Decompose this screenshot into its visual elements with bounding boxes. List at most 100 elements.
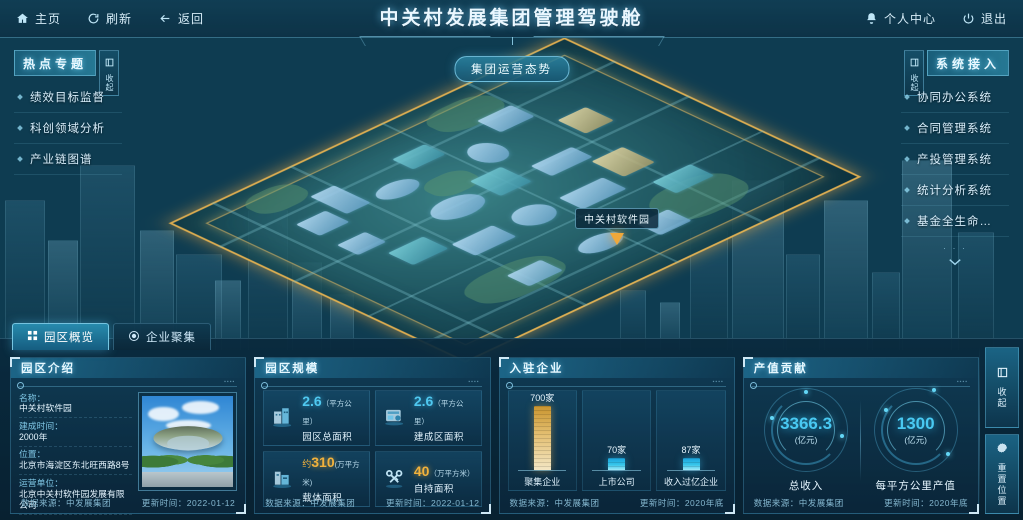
gauge-dot	[840, 434, 845, 438]
photo-cloud	[182, 401, 219, 415]
hot-topics-panel: 热点专题 收起 绩效目标监督 科创领域分析 产业链图谱	[14, 50, 122, 175]
metric-carrier-area-value: 310	[311, 454, 335, 470]
gauge-rings: 1300 (亿元)	[873, 388, 958, 472]
hot-topic-item-2[interactable]: 产业链图谱	[14, 144, 122, 175]
card-park-intro: 园区介绍 ▪▪▪▪ 名称： 中关村软件园 建成时间： 2000年	[10, 357, 247, 515]
bar-category-label-2: 收入过亿企业	[664, 477, 719, 487]
card-output-value-header: 产值贡献	[743, 358, 978, 378]
metric-built-area-text: 2.6（平方公里） 建成区面积	[414, 393, 475, 443]
tower-icon	[270, 466, 296, 492]
park-3d-map[interactable]: 中关村软件园	[120, 37, 910, 363]
hot-topics-title: 热点专题	[14, 50, 96, 76]
field-name-value: 中关村软件园	[19, 403, 72, 414]
bar-category-label-1: 上市公司	[598, 477, 635, 487]
park-scale-metrics: 2.6 （平方公里） 园区总面积	[263, 390, 482, 507]
grid-icon	[27, 330, 38, 344]
field-location-value: 北京市海淀区东北旺西路8号	[19, 460, 130, 471]
group-operation-status-button[interactable]: 集团运营态势	[454, 56, 569, 82]
nav-user-center-label: 个人中心	[883, 12, 936, 26]
panel-collapse-icon	[105, 54, 114, 72]
hot-topic-item-0[interactable]: 绩效目标监督	[14, 82, 122, 113]
gauge-ring-outer	[764, 388, 849, 472]
card-park-scale-title: 园区规模	[265, 363, 320, 375]
card-park-scale-header: 园区规模	[255, 358, 490, 378]
dashboard-side-buttons: 收起 重置位置	[979, 347, 1019, 514]
system-access-item-2[interactable]: 产投管理系统	[901, 144, 1009, 175]
dashboard-collapse-button[interactable]: 收起	[985, 347, 1019, 428]
bar-value-label-0: 700家	[530, 393, 555, 403]
target-icon	[128, 330, 140, 345]
bar-baseline-1	[592, 470, 641, 471]
output-gauges: 3366.3 (亿元) 总收入	[752, 388, 970, 493]
reset-position-button[interactable]: 重置位置	[985, 433, 1019, 514]
card-output-value-source: 数据来源：中发展集团	[753, 498, 844, 508]
hot-topic-item-1[interactable]: 科创领域分析	[14, 113, 122, 144]
card-park-intro-source: 数据来源：中发展集团	[21, 498, 112, 508]
nav-home-label: 主页	[35, 12, 62, 26]
nav-back-button[interactable]: 返回	[158, 10, 204, 27]
system-access-more[interactable]: · · ·	[901, 237, 1009, 271]
dashboard-collapse-label: 收起	[996, 387, 1007, 410]
metric-carrier-area[interactable]: 约310(万平方米) 载体面积	[263, 451, 370, 507]
panel-collapse-icon	[910, 54, 919, 72]
metric-built-area[interactable]: 2.6（平方公里） 建成区面积	[374, 390, 482, 446]
building-2	[80, 165, 135, 350]
system-access-panel: 收起 系统接入 协同办公系统 合同管理系统 产投管理系统 统计分析系统 基金全生…	[901, 50, 1009, 271]
nav-back-label: 返回	[178, 12, 205, 26]
card-enterprises-header: 入驻企业	[499, 358, 734, 378]
dashboard-panel: 园区概览 企业聚集 园区介绍 ▪▪▪▪ 名称：	[0, 323, 1023, 520]
bar-cell-1[interactable]: 70家 上市公司	[581, 390, 652, 491]
system-access-item-3[interactable]: 统计分析系统	[901, 175, 1009, 206]
building-8	[690, 230, 728, 350]
page-title-wrap: 中关村发展集团管理驾驶舱	[302, 0, 722, 45]
buildings-icon	[270, 405, 296, 431]
metric-total-area-value: 2.6	[302, 393, 322, 409]
blueprint-icon	[382, 405, 408, 431]
bar-cell-0[interactable]: 700家聚集企业	[507, 390, 577, 491]
gauge-total-revenue: 3366.3 (亿元) 总收入	[752, 388, 861, 493]
bar-category-label-0: 聚集企业	[524, 477, 561, 487]
title-decoration	[362, 36, 662, 48]
metric-self-held-area-text: 40（万平方米） 自持面积	[414, 463, 475, 495]
bar-cell-2[interactable]: 87家 收入过亿企业	[656, 390, 726, 491]
nav-logout-button[interactable]: 退出	[962, 10, 1007, 27]
system-access-item-0[interactable]: 协同办公系统	[901, 82, 1009, 113]
hot-topics-list: 绩效目标监督 科创领域分析 产业链图谱	[14, 76, 122, 175]
card-rule: ▪▪▪▪	[261, 379, 482, 389]
field-built-year-key: 建成时间：	[19, 420, 63, 431]
card-rule-tick: ▪▪▪▪	[956, 379, 968, 385]
tab-park-overview[interactable]: 园区概览	[12, 323, 109, 350]
field-operator: 运营单位： 北京中关村软件园发展有限公司	[19, 475, 133, 515]
card-rule: ▪▪▪▪	[16, 379, 238, 389]
gauge-divider	[860, 400, 862, 481]
app-header: 主页 刷新 返回 个人中心	[0, 0, 1023, 38]
gauge-dot	[945, 452, 950, 456]
nav-user-center-button[interactable]: 个人中心	[865, 10, 936, 27]
field-built-year-value: 2000年	[19, 431, 48, 442]
bar-column-0	[533, 406, 551, 471]
title-decoration-dot	[511, 37, 513, 45]
metric-total-area[interactable]: 2.6（平方公里） 园区总面积	[263, 390, 370, 446]
nav-refresh-button[interactable]: 刷新	[87, 10, 132, 27]
building-12	[872, 272, 900, 350]
card-output-value-footer: 数据来源：中发展集团 更新时间：2020年底	[754, 497, 968, 509]
system-access-item-1[interactable]: 合同管理系统	[901, 113, 1009, 144]
metric-carrier-area-unit: (万平方米)	[302, 460, 360, 487]
system-access-item-4[interactable]: 基金全生命…	[901, 206, 1009, 237]
system-access-header: 收起 系统接入	[901, 50, 1009, 96]
reset-position-label: 重置位置	[996, 462, 1007, 507]
gauge-ring-mid	[880, 395, 951, 465]
metric-total-area-label: 园区总面积	[302, 432, 353, 443]
enterprises-bar-chart: 700家 聚集企业 70家 上市公司 87家 收入过亿企业	[507, 390, 726, 491]
photo-cloud	[166, 419, 212, 431]
building-11	[824, 200, 868, 350]
nav-home-button[interactable]: 主页	[16, 10, 61, 27]
metric-self-held-area[interactable]: 40（万平方米） 自持面积	[374, 451, 482, 507]
gauge-dot	[931, 388, 936, 392]
tab-enterprise-cluster[interactable]: 企业聚集	[113, 323, 211, 350]
refresh-icon	[87, 12, 100, 25]
photo-plaza	[142, 472, 234, 487]
chevron-down-icon	[948, 253, 962, 270]
metric-built-area-unit: （平方公里）	[413, 399, 464, 426]
map-marker[interactable]: 中关村软件园	[575, 208, 659, 245]
